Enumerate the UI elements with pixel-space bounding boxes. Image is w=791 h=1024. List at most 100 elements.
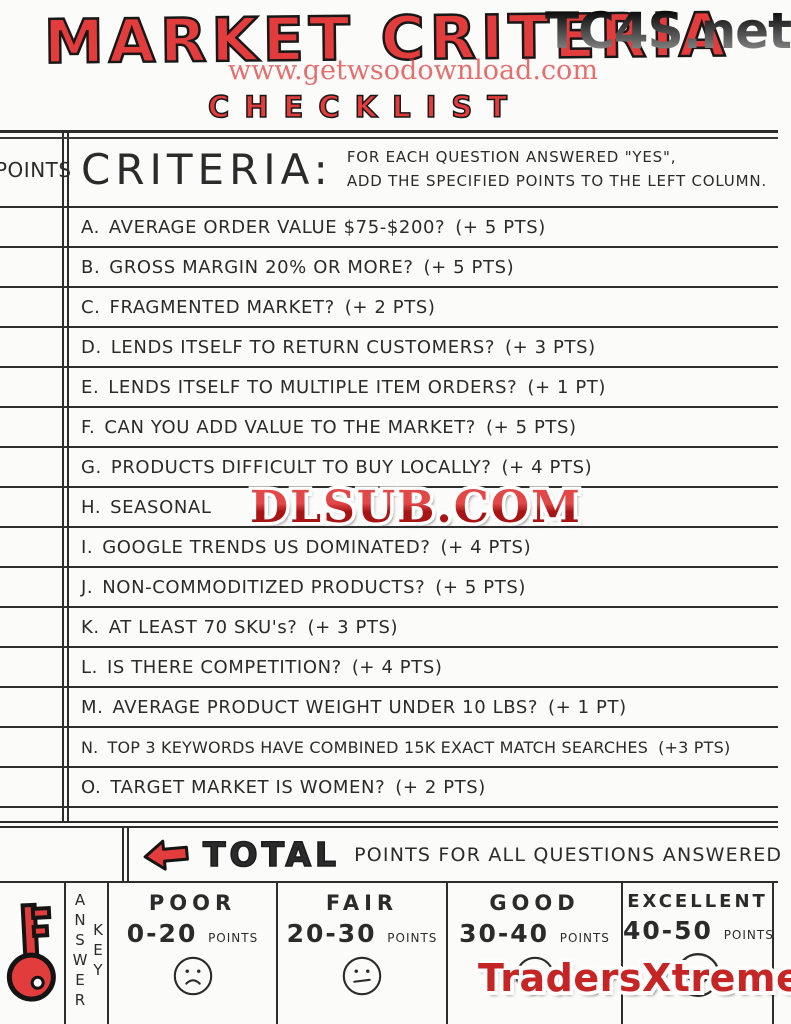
range-value: 40-50 xyxy=(623,916,713,945)
criteria-row-b: B. GROSS MARGIN 20% OR MORE? (+ 5 PTS) xyxy=(0,248,778,288)
row-text: IS THERE COMPETITION? xyxy=(106,656,342,678)
points-cell xyxy=(0,808,64,821)
row-text: TARGET MARKET IS WOMEN? xyxy=(110,776,386,798)
watermark-getwsodownload: www.getwsodownload.com xyxy=(228,55,598,86)
criteria-row-j: J. NON-COMMODITIZED PRODUCTS? (+ 5 PTS) xyxy=(0,568,778,608)
total-description: POINTS FOR ALL QUESTIONS ANSWERED xyxy=(354,843,783,866)
criteria-cell: K. AT LEAST 70 SKU's? (+ 3 PTS) xyxy=(67,608,778,646)
points-cell xyxy=(0,728,64,766)
range-value: 30-40 xyxy=(459,919,550,948)
points-cell xyxy=(0,528,64,566)
criteria-table: POINTS CRITERIA: FOR EACH QUESTION ANSWE… xyxy=(0,130,781,883)
table-top-second-line xyxy=(0,137,778,139)
key-icon-cell xyxy=(0,883,66,1024)
criteria-row-f: F. CAN YOU ADD VALUE TO THE MARKET? (+ 5… xyxy=(0,408,778,448)
watermark-tradersxtreme-text: TradersXtreme.com xyxy=(478,956,791,1000)
row-letter: I. xyxy=(81,536,94,558)
row-points: (+ 3 PTS) xyxy=(505,336,596,358)
criteria-cell: B. GROSS MARGIN 20% OR MORE? (+ 5 PTS) xyxy=(67,248,778,286)
answer-label: ANSWER xyxy=(71,891,89,1011)
criteria-cell: O. TARGET MARKET IS WOMEN? (+ 2 PTS) xyxy=(67,768,778,806)
points-cell xyxy=(0,208,64,246)
criteria-cell: C. FRAGMENTED MARKET? (+ 2 PTS) xyxy=(67,288,778,326)
answer-key-column-good: GOOD 30-40 POINTS xyxy=(448,883,623,1024)
page-subtitle: CHECKLIST xyxy=(207,89,523,125)
answer-key-column-fair: FAIR 20-30 POINTS xyxy=(278,883,448,1024)
criteria-cell: J. NON-COMMODITIZED PRODUCTS? (+ 5 PTS) xyxy=(67,568,778,606)
spacer-cell xyxy=(67,808,778,821)
criteria-cell: G. PRODUCTS DIFFICULT TO BUY LOCALLY? (+… xyxy=(67,448,778,486)
rating-range: 30-40 POINTS xyxy=(448,919,621,948)
criteria-cell: D. LENDS ITSELF TO RETURN CUSTOMERS? (+ … xyxy=(67,328,778,366)
criteria-row-k: K. AT LEAST 70 SKU's? (+ 3 PTS) xyxy=(0,608,778,648)
points-cell xyxy=(0,768,64,806)
row-text: AVERAGE PRODUCT WEIGHT UNDER 10 LBS? xyxy=(112,696,539,718)
criteria-cell: M. AVERAGE PRODUCT WEIGHT UNDER 10 LBS? … xyxy=(67,688,778,726)
points-cell xyxy=(0,328,64,366)
row-letter: J. xyxy=(81,576,94,598)
criteria-cell: F. CAN YOU ADD VALUE TO THE MARKET? (+ 5… xyxy=(67,408,778,446)
criteria-cell: E. LENDS ITSELF TO MULTIPLE ITEM ORDERS?… xyxy=(67,368,778,406)
big-smile-face-icon xyxy=(675,953,720,997)
points-cell xyxy=(0,568,64,606)
points-cell xyxy=(0,248,64,286)
points-unit-label: POINTS xyxy=(723,928,774,942)
row-points: (+ 2 PTS) xyxy=(395,776,486,798)
key-label: KEY xyxy=(89,921,107,981)
row-points: (+ 4 PTS) xyxy=(351,656,443,678)
criteria-header-label: CRITERIA: xyxy=(81,145,333,194)
row-points: (+ 1 PT) xyxy=(548,696,627,718)
criteria-cell: L. IS THERE COMPETITION? (+ 4 PTS) xyxy=(67,648,778,686)
row-points: (+ 4 PTS) xyxy=(440,536,532,558)
rating-label: GOOD xyxy=(489,891,580,915)
answer-key-column-excellent: EXCELLENT 40-50 POINTS xyxy=(623,883,774,1024)
criteria-cell: A. AVERAGE ORDER VALUE $75-$200? (+ 5 PT… xyxy=(67,208,778,246)
instructions-line2: ADD THE SPECIFIED POINTS TO THE LEFT COL… xyxy=(346,171,767,190)
criteria-row-c: C. FRAGMENTED MARKET? (+ 2 PTS) xyxy=(0,288,778,328)
instructions-line1: FOR EACH QUESTION ANSWERED "YES", xyxy=(346,148,677,167)
criteria-row-n: N. TOP 3 KEYWORDS HAVE COMBINED 15K EXAC… xyxy=(0,728,778,768)
points-header-label: POINTS xyxy=(0,157,72,182)
total-label-cell: TOTAL POINTS FOR ALL QUESTIONS ANSWERED … xyxy=(127,828,791,881)
watermark-dlsub-outline: DLSUB.COM xyxy=(247,479,584,537)
range-value: 0-20 xyxy=(126,919,198,948)
points-unit-label: POINTS xyxy=(559,931,610,945)
points-cell xyxy=(0,408,64,446)
points-cell xyxy=(0,688,64,726)
row-points: (+ 5 PTS) xyxy=(455,216,546,238)
rating-range: 40-50 POINTS xyxy=(623,916,774,945)
answer-key-column-poor: POOR 0-20 POINTS xyxy=(109,883,278,1024)
row-points: (+ 5 PTS) xyxy=(423,256,515,278)
points-cell xyxy=(0,488,64,526)
total-row: TOTAL POINTS FOR ALL QUESTIONS ANSWERED … xyxy=(0,826,781,883)
key-icon xyxy=(6,902,56,1002)
rating-label: POOR xyxy=(148,891,237,915)
row-text: FRAGMENTED MARKET? xyxy=(109,296,335,318)
row-letter: L. xyxy=(81,656,98,678)
watermark-tradersxtreme-outline: TradersXtreme.com xyxy=(474,952,791,1004)
rating-range: 20-30 POINTS xyxy=(278,919,446,948)
smile-face-icon xyxy=(515,956,554,996)
row-points: (+ 5 PTS) xyxy=(485,416,577,438)
criteria-row-m: M. AVERAGE PRODUCT WEIGHT UNDER 10 LBS? … xyxy=(0,688,778,728)
row-letter: N. xyxy=(81,737,99,757)
criteria-column-header: CRITERIA: FOR EACH QUESTION ANSWERED "YE… xyxy=(67,133,778,206)
row-letter: E. xyxy=(81,376,100,398)
range-value: 20-30 xyxy=(286,919,377,948)
left-arrow-icon xyxy=(143,839,189,871)
total-points-cell xyxy=(0,828,124,881)
table-header-row: POINTS CRITERIA: FOR EACH QUESTION ANSWE… xyxy=(0,133,778,208)
criteria-row-d: D. LENDS ITSELF TO RETURN CUSTOMERS? (+ … xyxy=(0,328,778,368)
row-text: LENDS ITSELF TO RETURN CUSTOMERS? xyxy=(110,336,496,358)
rating-range: 0-20 POINTS xyxy=(109,919,276,948)
rating-label: FAIR xyxy=(325,891,399,915)
points-unit-label: POINTS xyxy=(208,931,259,945)
criteria-row-l: L. IS THERE COMPETITION? (+ 4 PTS) xyxy=(0,648,778,688)
row-letter: F. xyxy=(81,416,96,438)
criteria-cell: N. TOP 3 KEYWORDS HAVE COMBINED 15K EXAC… xyxy=(67,728,778,766)
row-points: (+3 PTS) xyxy=(658,737,731,757)
row-points: (+ 5 PTS) xyxy=(435,576,526,598)
criteria-row-e: E. LENDS ITSELF TO MULTIPLE ITEM ORDERS?… xyxy=(0,368,778,408)
row-letter: H. xyxy=(81,496,102,518)
